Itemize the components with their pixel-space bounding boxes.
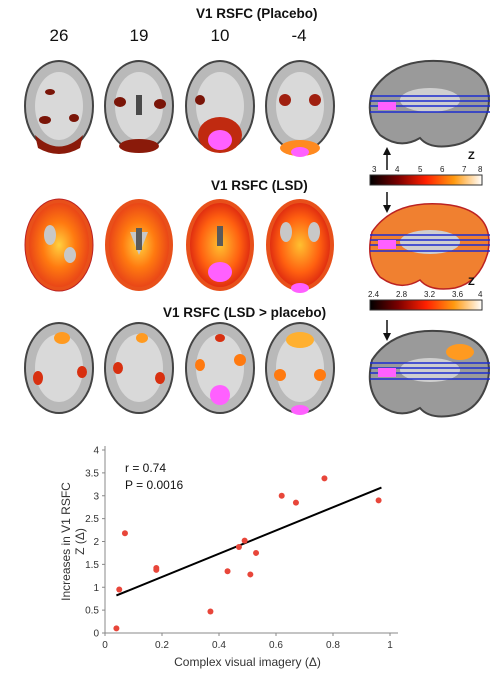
- cb1-label-3: 6: [440, 165, 445, 174]
- x-tick-label: 0.2: [155, 640, 169, 651]
- scatter-plot: 0 0.2 0.4 0.6 0.8 1 0 0.5 1 1.5 2 2.5 3 3.5 4 r = 0.74 P…: [60, 446, 398, 669]
- data-point: [235, 543, 242, 550]
- y-tick-label: 2: [93, 537, 99, 548]
- data-point: [153, 565, 160, 572]
- data-point: [207, 608, 214, 615]
- cb1-z-label: Z: [468, 150, 475, 162]
- stat-annotation: r = 0.74: [125, 461, 166, 475]
- x-tick-label: 0.6: [269, 640, 283, 651]
- brain-slice-contrast-10: [185, 322, 255, 414]
- cb1-label-1: 4: [395, 165, 400, 174]
- y-tick-label: 0.5: [85, 606, 99, 617]
- data-point: [321, 475, 328, 482]
- brain-slice-placebo-10: [185, 60, 255, 153]
- contrast-title: V1 RSFC (LSD > placebo): [163, 305, 327, 320]
- y-tick-label: 3: [93, 491, 99, 502]
- cb1-label-4: 7: [462, 165, 467, 174]
- brain-slice-placebo-26: [24, 60, 94, 154]
- sagittal-lsd: [369, 192, 490, 290]
- x-tick-label: 0.8: [326, 640, 340, 651]
- sagittal-contrast: [368, 320, 490, 418]
- cb1-label-0: 3: [372, 165, 377, 174]
- stat-annotation: P = 0.0016: [125, 478, 183, 492]
- y-tick-label: 2.5: [85, 514, 99, 525]
- data-point: [121, 530, 128, 537]
- sagittal-placebo: [368, 59, 490, 170]
- cb2-label-4: 4: [478, 290, 483, 299]
- cb2-z-label: Z: [468, 276, 475, 288]
- cb2-label-3: 3.6: [452, 290, 464, 299]
- y-tick-label: 1.5: [85, 560, 99, 571]
- data-point: [224, 568, 231, 575]
- placebo-title: V1 RSFC (Placebo): [196, 6, 318, 21]
- lsd-title: V1 RSFC (LSD): [211, 178, 308, 193]
- data-point: [292, 499, 299, 506]
- x-tick-label: 1: [387, 640, 393, 651]
- x-axis-label: Complex visual imagery (Δ): [174, 655, 321, 669]
- slice-label-10: 10: [210, 26, 230, 45]
- cb1-label-2: 5: [418, 165, 423, 174]
- placebo-slices: [24, 60, 335, 157]
- brain-slice-placebo-19: [104, 60, 174, 153]
- y-tick-label: 0: [93, 629, 99, 640]
- y-axis-label: Z (Δ): [73, 528, 87, 555]
- slice-label-minus4: -4: [291, 26, 307, 45]
- cb2-label-0: 2.4: [368, 290, 380, 299]
- data-point: [375, 497, 382, 504]
- brain-slice-contrast-26: [24, 322, 94, 414]
- lsd-slices: [24, 198, 334, 293]
- colorbar-placebo: [369, 174, 483, 186]
- cb2-label-2: 3.2: [424, 290, 436, 299]
- brain-slice-placebo-minus4: [265, 60, 335, 157]
- slice-label-26: 26: [49, 26, 69, 45]
- data-point: [116, 586, 123, 593]
- slice-label-19: 19: [129, 26, 149, 45]
- brain-slice-lsd-10: [186, 199, 254, 291]
- contrast-slices: [24, 322, 335, 415]
- cb2-label-1: 2.8: [396, 290, 408, 299]
- brain-slice-lsd-minus4: [266, 199, 334, 293]
- brain-slice-contrast-minus4: [265, 322, 335, 415]
- regression-line: [116, 486, 382, 597]
- cb1-label-5: 8: [478, 165, 483, 174]
- y-tick-label: 3.5: [85, 468, 99, 479]
- data-point: [253, 549, 260, 556]
- x-tick-label: 0: [102, 640, 108, 651]
- y-axis-label: Increases in V1 RSFC: [60, 482, 73, 601]
- data-point: [113, 625, 120, 632]
- y-tick-label: 1: [93, 583, 99, 594]
- brain-figure: [24, 59, 490, 418]
- data-point: [278, 492, 285, 499]
- data-point: [241, 537, 248, 544]
- brain-slice-lsd-26: [24, 198, 94, 292]
- y-tick-label: 4: [93, 446, 99, 457]
- brain-slice-contrast-19: [104, 322, 174, 414]
- x-tick-label: 0.4: [212, 640, 226, 651]
- colorbar-lsd: [369, 299, 483, 311]
- data-point: [247, 571, 254, 578]
- brain-slice-lsd-19: [105, 199, 173, 291]
